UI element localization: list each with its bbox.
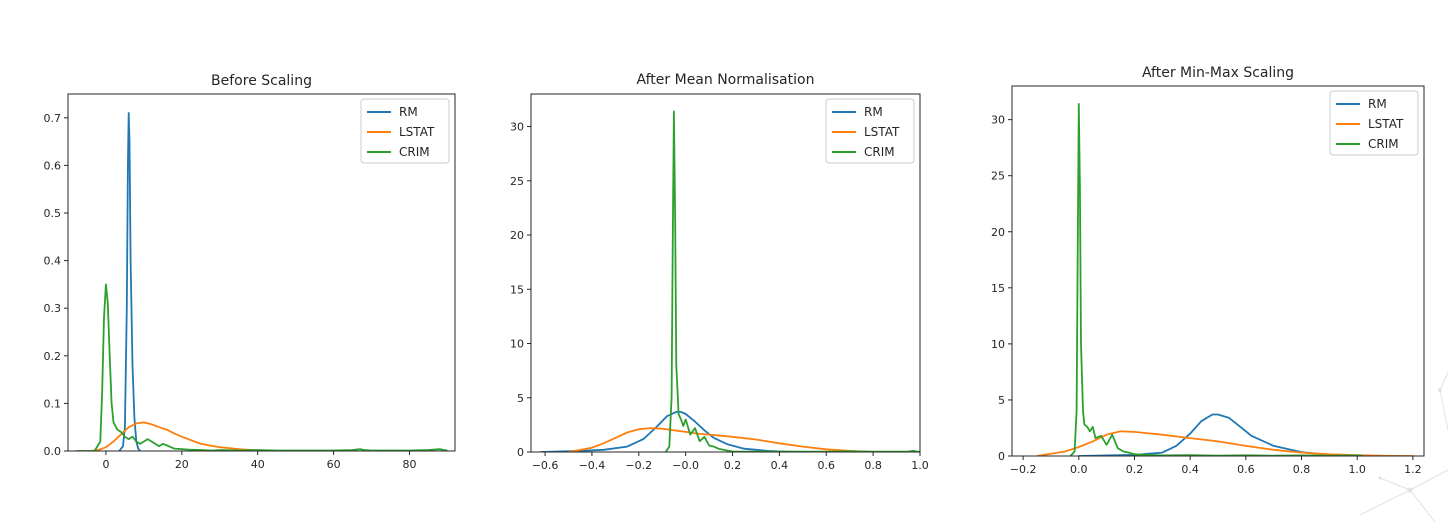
y-tick-label: 0.7 [44, 112, 62, 125]
y-tick-label: 30 [510, 121, 524, 134]
y-tick-label: 0.4 [44, 255, 62, 268]
x-tick-label: 20 [175, 458, 189, 471]
legend-box [1329, 90, 1419, 156]
chart-title: After Min-Max Scaling [1142, 65, 1294, 81]
x-tick-label: 0.0 [1070, 463, 1088, 476]
y-tick-label: 10 [510, 338, 524, 351]
x-tick-label: 0.4 [1181, 463, 1199, 476]
legend-label-lstat: LSTAT [864, 125, 900, 139]
series-line-lstat [90, 421, 258, 451]
y-tick-label: 0 [998, 450, 1005, 463]
legend-label-crim: CRIM [1368, 137, 1399, 151]
y-tick-label: 0.1 [44, 397, 62, 410]
legend-label-lstat: LSTAT [1368, 117, 1404, 131]
legend-box [360, 98, 450, 164]
y-tick-label: 0.2 [44, 350, 62, 363]
x-tick-label: 80 [402, 458, 416, 471]
x-tick-label: −0.6 [532, 459, 559, 472]
decorative-network-graphic [1359, 371, 1448, 522]
legend-label-lstat: LSTAT [399, 125, 435, 139]
y-tick-label: 0.0 [44, 445, 62, 458]
x-tick-label: 1.0 [1348, 463, 1366, 476]
legend: RM LSTAT CRIM [1329, 90, 1419, 156]
y-tick-label: 25 [991, 170, 1005, 183]
y-tick-label: 15 [991, 282, 1005, 295]
legend: RM LSTAT CRIM [360, 98, 450, 164]
x-tick-label: 0.6 [1237, 463, 1255, 476]
x-tick-label: 0.2 [724, 459, 742, 472]
y-tick-label: 5 [517, 392, 524, 405]
charts-layer: Before Scaling 0 20 40 60 80 0.0 0.1 0.2 0.3 0.4 0.… [44, 65, 1425, 476]
chart-title: After Mean Normalisation [637, 72, 815, 88]
legend-label-rm: RM [399, 105, 418, 119]
chart-panel-3: After Min-Max Scaling −0.2 0.0 0.2 0.4 0.6 0.8… [991, 65, 1425, 476]
x-tick-label: −0.0 [672, 459, 699, 472]
y-tick-label: 20 [510, 229, 524, 242]
axes-frame [67, 93, 456, 452]
y-tick-label: 25 [510, 175, 524, 188]
axes-frame [1011, 85, 1425, 457]
chart-panel-2: After Mean Normalisation −0.6 −0.4 −0.2 −0.0… [510, 72, 929, 472]
x-tick-label: 0.2 [1126, 463, 1144, 476]
chart-title: Before Scaling [211, 73, 312, 89]
x-tick-label: 0.8 [1293, 463, 1311, 476]
legend-label-crim: CRIM [864, 145, 895, 159]
y-tick-label: 10 [991, 338, 1005, 351]
x-tick-label: 0 [102, 458, 109, 471]
series-line-crim [75, 283, 448, 451]
legend-label-rm: RM [864, 105, 883, 119]
series-lines [540, 110, 920, 452]
x-tick-label: 40 [251, 458, 265, 471]
x-tick-label: −0.4 [579, 459, 606, 472]
y-tick-label: 5 [998, 394, 1005, 407]
y-tick-label: 30 [991, 114, 1005, 127]
y-tick-label: 15 [510, 283, 524, 296]
x-tick-label: 0.6 [818, 459, 836, 472]
chart-panel-1: Before Scaling 0 20 40 60 80 0.0 0.1 0.2 0.3 0.4 0.… [44, 73, 456, 471]
y-tick-label: 0.5 [44, 207, 62, 220]
y-tick-label: 0 [517, 446, 524, 459]
axes-frame [530, 93, 921, 453]
series-lines [75, 112, 448, 451]
y-tick-label: 0.3 [44, 302, 62, 315]
x-tick-label: 1.0 [911, 459, 929, 472]
y-tick-label: 20 [991, 226, 1005, 239]
legend-label-rm: RM [1368, 97, 1387, 111]
legend-box [825, 98, 915, 164]
x-tick-label: 60 [327, 458, 341, 471]
x-tick-label: −0.2 [625, 459, 652, 472]
x-tick-label: 1.2 [1404, 463, 1422, 476]
series-line-lstat [1036, 430, 1413, 456]
series-lines [1036, 103, 1413, 456]
legend: RM LSTAT CRIM [825, 98, 915, 164]
x-tick-label: 0.8 [864, 459, 882, 472]
series-line-crim [1069, 103, 1363, 456]
y-tick-label: 0.6 [44, 159, 62, 172]
legend-label-crim: CRIM [399, 145, 430, 159]
series-line-crim [664, 110, 920, 452]
x-tick-label: 0.4 [771, 459, 789, 472]
x-tick-label: −0.2 [1010, 463, 1037, 476]
